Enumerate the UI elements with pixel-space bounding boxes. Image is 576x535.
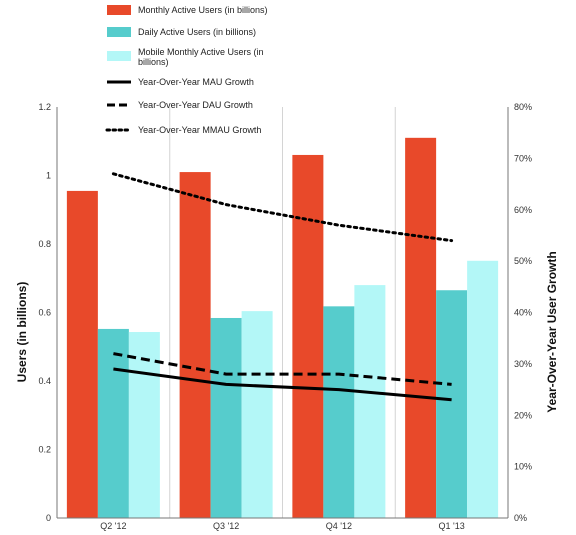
legend-label: Mobile Monthly Active Users (in billions) — [138, 47, 264, 67]
x-tick-label: Q3 '12 — [213, 521, 239, 531]
y-tick-label: 0.2 — [38, 445, 51, 455]
bar-monthly-active-users-q3-12 — [179, 172, 211, 518]
legend: Monthly Active Users (in billions) Daily … — [105, 5, 268, 135]
y2-tick-label: 10% — [514, 462, 532, 472]
legend-label: Year-Over-Year MAU Growth — [138, 77, 254, 87]
legend-label: Year-Over-Year DAU Growth — [138, 100, 253, 110]
bar-daily-active-users-q3-12 — [210, 317, 242, 518]
bar-mobile-monthly-active-users-q1-13 — [467, 260, 499, 518]
y2-tick-label: 40% — [514, 308, 532, 318]
bar-mobile-monthly-active-users-q2-12 — [128, 332, 160, 518]
bar-monthly-active-users-q4-12 — [292, 154, 324, 518]
bar-daily-active-users-q1-13 — [436, 290, 468, 518]
y-tick-label: 0 — [46, 513, 51, 523]
bar-monthly-active-users-q2-12 — [66, 190, 98, 518]
legend-swatch — [107, 27, 131, 37]
y2-tick-label: 50% — [514, 256, 532, 266]
y2-tick-label: 70% — [514, 153, 532, 163]
y2-tick-label: 0% — [514, 513, 527, 523]
x-tick-label: Q2 '12 — [100, 521, 126, 531]
x-tick-label: Q4 '12 — [326, 521, 352, 531]
bar-daily-active-users-q2-12 — [97, 328, 129, 518]
x-tick-label: Q1 '13 — [439, 521, 465, 531]
y2-axis-title: Year-Over-Year User Growth — [545, 251, 559, 412]
bar-mobile-monthly-active-users-q3-12 — [241, 311, 273, 518]
y-tick-label: 0.8 — [38, 239, 51, 249]
growth-lines — [111, 172, 454, 402]
line-year-over-year-dau-growth — [113, 352, 452, 386]
y-tick-label: 0.4 — [38, 376, 51, 386]
bars — [66, 137, 499, 518]
legend-label: Daily Active Users (in billions) — [138, 27, 256, 37]
y2-tick-label: 80% — [514, 102, 532, 112]
line-year-over-year-mmau-growth — [111, 172, 454, 243]
y-tick-label: 1.2 — [38, 102, 51, 112]
legend-label: Monthly Active Users (in billions) — [138, 5, 268, 15]
y-tick-label: 0.6 — [38, 308, 51, 318]
bar-daily-active-users-q4-12 — [323, 306, 355, 518]
y-tick-label: 1 — [46, 171, 51, 181]
y2-tick-label: 30% — [514, 359, 532, 369]
bar-monthly-active-users-q1-13 — [405, 137, 437, 518]
legend-swatch — [107, 51, 131, 61]
legend-label: Year-Over-Year MMAU Growth — [138, 125, 261, 135]
axes — [56, 107, 509, 519]
bar-mobile-monthly-active-users-q4-12 — [354, 285, 386, 518]
y2-tick-label: 60% — [514, 205, 532, 215]
line-year-over-year-mau-growth — [113, 367, 452, 402]
grid — [169, 107, 396, 518]
y2-tick-label: 20% — [514, 410, 532, 420]
tick-labels: 0 0.2 0.4 0.6 0.8 1 1.2 0% 10% 20% 30% 40% 50% 60% 70%… — [38, 102, 532, 531]
y-axis-title: Users (in billions) — [15, 282, 29, 383]
legend-swatch — [107, 5, 131, 15]
